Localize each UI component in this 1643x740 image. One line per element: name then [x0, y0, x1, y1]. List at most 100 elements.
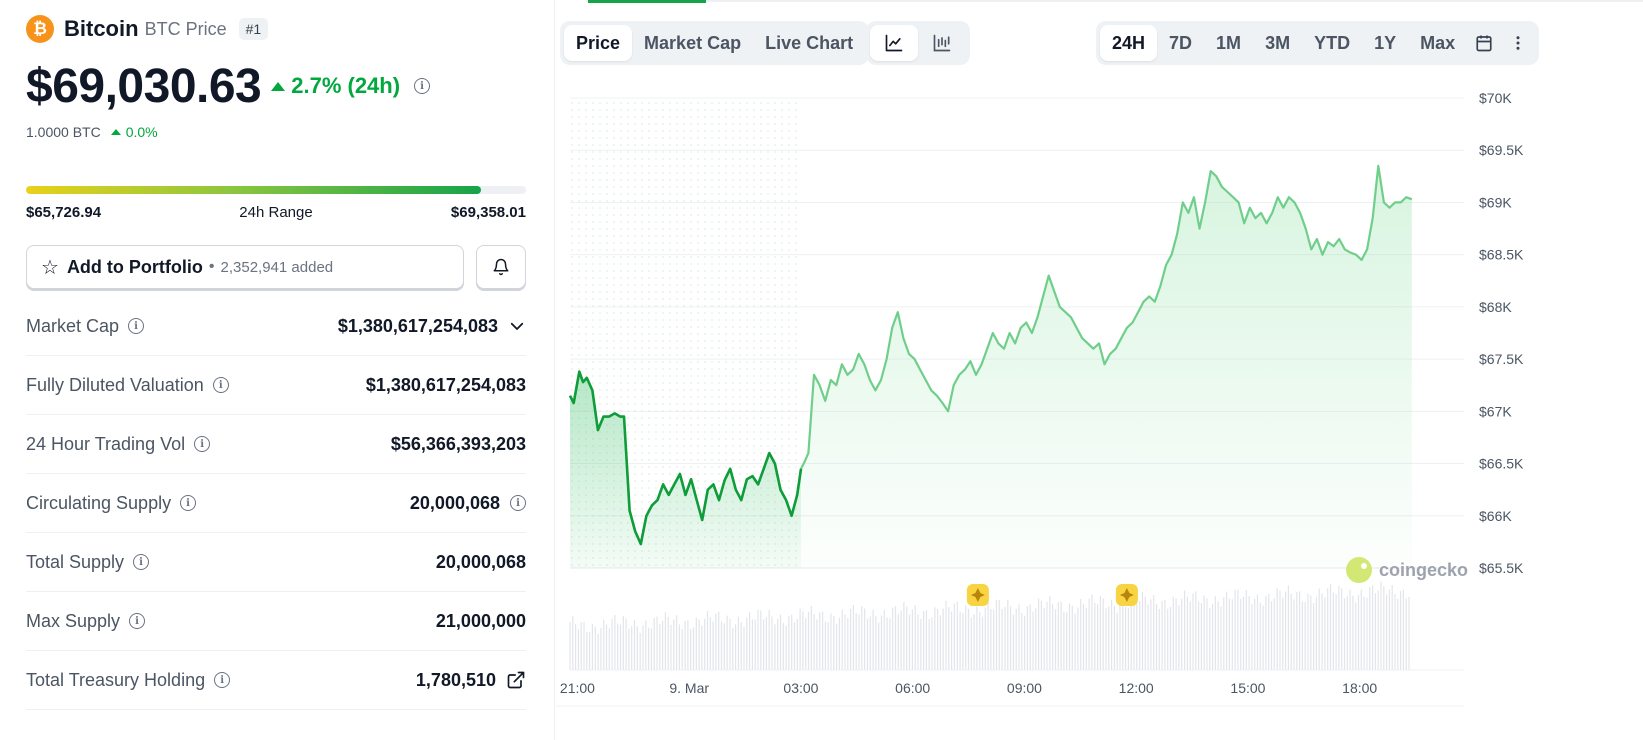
range-label: 24h Range — [239, 204, 313, 221]
range-24h[interactable]: 24H — [1100, 25, 1158, 61]
info-icon[interactable]: i — [414, 78, 431, 94]
stat-row: Circulating Supply i 20,000,068 i — [26, 474, 526, 533]
info-icon[interactable]: i — [510, 495, 526, 511]
stat-label-text: Total Supply — [26, 551, 125, 572]
stat-row: 24 Hour Trading Vol i $56,366,393,203 — [26, 415, 526, 474]
stat-value-text: 20,000,068 — [409, 492, 500, 513]
line-chart-icon — [885, 34, 903, 52]
x-tick-label: 09:00 — [1007, 680, 1042, 696]
info-icon[interactable]: i — [133, 554, 150, 570]
price-row: $69,030.63 2.7% (24h) i — [26, 56, 431, 116]
y-tick-label: $67K — [1479, 403, 1512, 419]
stat-label: Fully Diluted Valuation i — [26, 375, 229, 396]
24h-range-fill — [26, 186, 481, 194]
rank-badge: #1 — [238, 18, 269, 40]
price-line-highlight — [568, 370, 803, 546]
add-to-portfolio-button[interactable]: ☆ Add to Portfolio • 2,352,941 added — [26, 245, 464, 289]
y-tick-label: $70K — [1479, 90, 1512, 106]
caret-up-icon — [271, 81, 286, 91]
price-area-fill — [570, 165, 1412, 568]
stat-label-text: Max Supply — [26, 610, 121, 631]
caret-up-icon — [110, 129, 121, 135]
range-1m[interactable]: 1M — [1216, 32, 1242, 53]
stat-value: $1,380,617,254,083 — [366, 375, 526, 396]
external-link-icon[interactable] — [506, 670, 526, 690]
info-icon[interactable]: i — [180, 495, 197, 511]
range-high: $69,358.01 — [450, 204, 526, 221]
info-icon[interactable]: i — [212, 377, 229, 393]
info-icon[interactable]: i — [128, 318, 145, 334]
price-line-chart[interactable]: $70K $69.5K $69K $68.5K $68K $67.5K $67K $66.5K… — [556, 80, 1643, 740]
tab-market-cap[interactable]: Market Cap — [644, 32, 742, 53]
separator-dot: • — [208, 258, 215, 275]
range-1y[interactable]: 1Y — [1374, 32, 1397, 53]
y-tick-label: $66K — [1479, 508, 1512, 524]
bell-icon — [493, 258, 509, 276]
coin-stats-list: Market Cap i $1,380,617,254,083 Fully Dilut… — [26, 297, 526, 710]
stat-label: Market Cap i — [26, 315, 145, 337]
calendar-button[interactable] — [1467, 25, 1501, 61]
highlight-area-fill — [570, 371, 801, 568]
event-marker-icon[interactable] — [966, 584, 989, 606]
price-chart-panel: Price Market Cap Live Chart 24H 7D 1M 3M YTD 1Y… — [556, 0, 1643, 740]
event-marker-icon[interactable] — [1115, 584, 1138, 606]
watermark-text: coingecko — [1379, 560, 1468, 580]
coingecko-watermark — [1346, 557, 1372, 583]
range-7d[interactable]: 7D — [1169, 32, 1193, 53]
coin-header: ₿ Bitcoin BTC Price #1 — [26, 14, 269, 44]
stat-value-text: 20,000,068 — [435, 551, 526, 572]
range-3m[interactable]: 3M — [1265, 32, 1291, 53]
range-ytd[interactable]: YTD — [1314, 32, 1351, 53]
24h-range-bar — [26, 186, 526, 194]
stat-label-text: Market Cap — [26, 315, 120, 336]
btc-conversion-row: 1.0000 BTC 0.0% — [26, 124, 158, 140]
stat-value: $1,380,617,254,083 — [338, 316, 526, 337]
more-options-button[interactable] — [1501, 25, 1535, 61]
stat-value: 1,780,510 — [416, 670, 526, 691]
x-tick-label: 18:00 — [1342, 680, 1377, 696]
info-icon[interactable]: i — [129, 613, 146, 629]
stat-row: Max Supply i 21,000,000 — [26, 592, 526, 651]
price-alert-button[interactable] — [476, 245, 526, 289]
stat-value: $56,366,393,203 — [391, 434, 526, 455]
x-tick-label: 12:00 — [1119, 680, 1154, 696]
y-tick-label: $68.5K — [1479, 247, 1524, 263]
candlestick-chart-button[interactable] — [918, 25, 966, 61]
chevron-down-icon[interactable] — [508, 317, 526, 335]
btc-value: 1.0000 BTC — [26, 124, 101, 140]
stat-label-text: 24 Hour Trading Vol — [26, 433, 186, 454]
current-price: $69,030.63 — [26, 59, 262, 113]
price-change-24h: 2.7% (24h) — [291, 73, 401, 98]
coin-ticker-label: BTC Price — [144, 18, 227, 39]
y-tick-label: $65.5K — [1479, 560, 1524, 576]
stat-label-text: Fully Diluted Valuation — [26, 374, 204, 395]
stat-label: 24 Hour Trading Vol i — [26, 433, 211, 455]
y-tick-label: $68K — [1479, 299, 1512, 315]
bitcoin-logo-icon: ₿ — [26, 15, 54, 43]
info-icon[interactable]: i — [194, 436, 211, 452]
tab-price[interactable]: Price — [564, 25, 633, 61]
coin-summary-panel: ₿ Bitcoin BTC Price #1 $69,030.63 2.7% (… — [0, 0, 555, 740]
stat-value: 21,000,000 — [436, 611, 526, 632]
x-tick-label: 15:00 — [1230, 680, 1265, 696]
range-max[interactable]: Max — [1420, 32, 1456, 53]
stat-row: Total Supply i 20,000,068 — [26, 533, 526, 592]
24h-range-labels: $65,726.94 24h Range $69,358.01 — [26, 204, 526, 221]
tab-live-chart[interactable]: Live Chart — [765, 32, 854, 53]
stat-label: Total Supply i — [26, 551, 150, 573]
x-tick-label: 03:00 — [783, 680, 818, 696]
stat-value-text: $56,366,393,203 — [390, 433, 526, 454]
y-tick-label: $67.5K — [1479, 351, 1524, 367]
stat-value-text: $1,380,617,254,083 — [337, 315, 498, 336]
x-tick-label: 06:00 — [895, 680, 930, 696]
stat-label-text: Circulating Supply — [26, 492, 172, 513]
stat-label: Max Supply i — [26, 610, 146, 632]
line-chart-button[interactable] — [870, 25, 918, 61]
candlestick-chart-icon — [933, 34, 951, 52]
time-range-switcher: 24H 7D 1M 3M YTD 1Y Max — [1096, 21, 1540, 65]
coin-name: Bitcoin — [64, 16, 139, 41]
info-icon[interactable]: i — [214, 672, 231, 688]
stat-row: Fully Diluted Valuation i $1,380,617,254,0… — [26, 356, 526, 415]
stat-value-text: $1,380,617,254,083 — [365, 374, 526, 395]
y-tick-label: $66.5K — [1479, 456, 1524, 472]
